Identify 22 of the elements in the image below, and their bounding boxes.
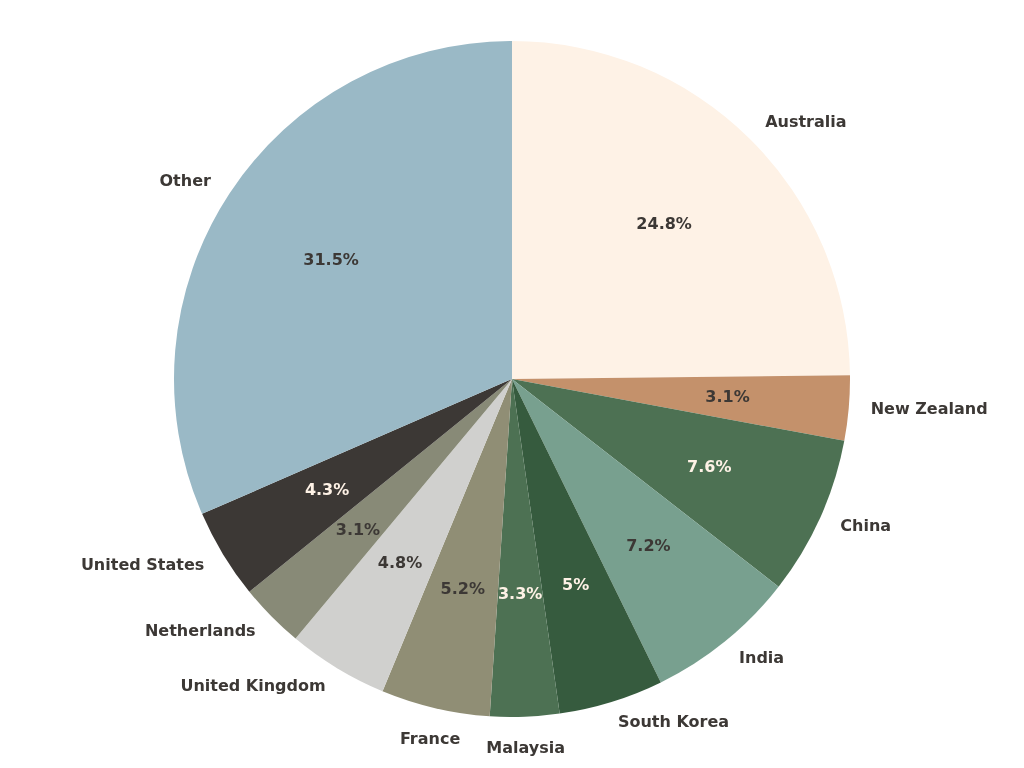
data-label: 5% (562, 574, 590, 594)
slice-label: Netherlands (144, 620, 256, 640)
slice-label: Other (159, 170, 212, 190)
slice-label: India (739, 647, 785, 667)
data-label: 4.3% (304, 480, 350, 500)
data-label: 3.1% (705, 386, 750, 406)
slice-label: China (840, 515, 892, 535)
data-label: 3.1% (335, 520, 381, 540)
slice-label: Malaysia (486, 737, 565, 757)
data-label: 7.2% (626, 536, 671, 556)
data-label: 24.8% (636, 214, 692, 234)
data-label: 7.6% (687, 456, 732, 476)
data-label: 31.5% (303, 249, 359, 269)
data-label: 3.3% (497, 584, 543, 604)
slice-label: France (399, 728, 461, 748)
slice-label: New Zealand (870, 399, 988, 419)
slice-label: United States (80, 554, 205, 574)
data-label: 5.2% (440, 578, 485, 598)
slice-label: United Kingdom (180, 676, 326, 696)
data-label: 4.8% (377, 553, 423, 573)
slice-label: South Korea (617, 712, 730, 732)
slice-label: Australia (765, 112, 847, 132)
